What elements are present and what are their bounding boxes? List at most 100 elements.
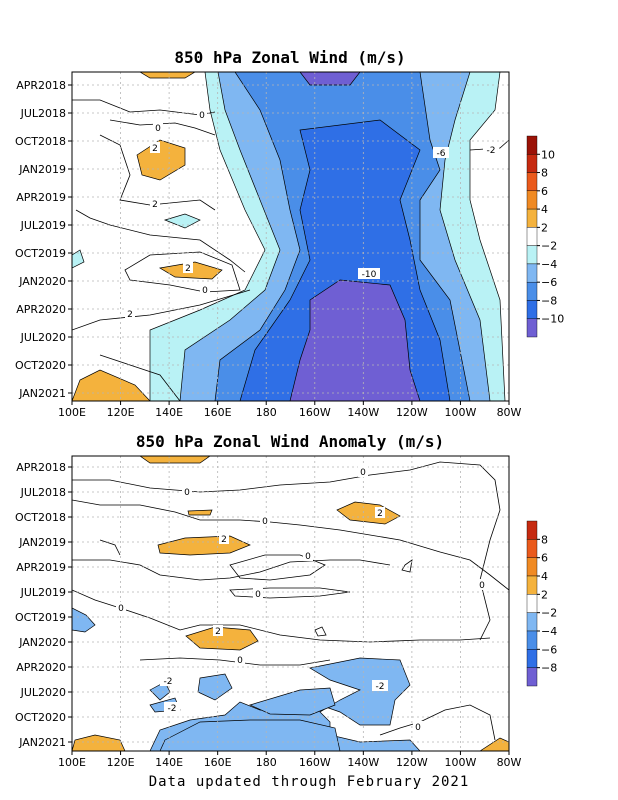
y-tick-label: APR2018 xyxy=(16,461,66,474)
contour-label-bg xyxy=(372,680,388,691)
colorbar-swatch xyxy=(526,208,538,228)
contour-label-bg xyxy=(213,625,223,636)
contour-label-bg xyxy=(125,308,135,319)
colorbar-swatch xyxy=(526,245,538,265)
field-1 xyxy=(72,72,509,401)
y-tick-label: JAN2021 xyxy=(18,387,66,400)
contour-1-b xyxy=(99,119,216,211)
x-tick-label: 160E xyxy=(204,756,232,769)
contour-label: 0 xyxy=(237,656,243,666)
colorbar-swatch xyxy=(526,520,538,540)
region-2-blue-c xyxy=(197,673,233,701)
colorbar-label: −6 xyxy=(541,276,557,289)
y-tick-label: OCT2020 xyxy=(15,711,66,724)
y-tick-label: APR2019 xyxy=(16,191,66,204)
colorbar-swatch xyxy=(526,630,538,650)
contour-2-e xyxy=(229,587,351,599)
x-tick-label: 160E xyxy=(204,406,232,419)
colorbar-label: −10 xyxy=(541,313,564,326)
y-axis-2: APR2018 JUL2018 OCT2018 JAN2019 APR2019 JUL20… xyxy=(15,461,72,749)
contour-label-bg xyxy=(375,507,385,518)
x-tick-label: 120W xyxy=(396,406,428,419)
colorbar-label: 2 xyxy=(541,221,548,234)
colorbar-swatch xyxy=(526,227,538,246)
y-tick-label: APR2020 xyxy=(16,303,66,316)
y-tick-label: JUL2020 xyxy=(20,686,66,699)
x-axis-1: 100E 120E 140E 160E 180 160W 140W 120W 100W 80W xyxy=(58,401,522,419)
x-tick-label: 180 xyxy=(256,406,277,419)
colorbar-swatch xyxy=(526,575,538,595)
region-2-blue-e xyxy=(249,687,336,716)
x-tick-label: 100W xyxy=(445,756,477,769)
contour-label: -6 xyxy=(437,149,446,159)
contour-label-bg xyxy=(153,122,163,133)
y-tick-label: JAN2021 xyxy=(18,736,66,749)
colorbar-label: 6 xyxy=(541,185,548,198)
contour-labels-1: 2 0 2 0 2 0 2 -6 -10 -2 xyxy=(125,109,499,320)
colorbar-swatch xyxy=(526,172,538,192)
contour-label: 0 xyxy=(360,468,366,478)
contour-2-h xyxy=(379,704,496,741)
colorbar-label: 2 xyxy=(541,588,548,601)
colorbar-label: −8 xyxy=(541,662,557,675)
y-tick-label: APR2019 xyxy=(16,561,66,574)
grid-2 xyxy=(72,456,509,751)
contour-label-bg xyxy=(150,142,160,153)
contour-label: 2 xyxy=(152,144,158,154)
contour-2-d xyxy=(229,554,326,581)
colorbar-swatch xyxy=(526,300,538,319)
contour-label-bg xyxy=(235,654,245,665)
x-tick-label: 160W xyxy=(299,406,331,419)
contour-2-c xyxy=(72,559,391,581)
contour-label: 2 xyxy=(377,509,383,519)
contour-label-bg xyxy=(116,602,126,613)
y-tick-label: JUL2018 xyxy=(20,107,66,120)
colorbar-swatch xyxy=(526,667,538,687)
contour-label: 2 xyxy=(127,310,133,320)
contour-label: 0 xyxy=(202,286,208,296)
contour-label: 0 xyxy=(118,604,124,614)
colorbar-swatch xyxy=(526,612,538,632)
contour-label-bg xyxy=(150,198,160,209)
contour-label: 0 xyxy=(305,552,311,562)
chart-title: 850 hPa Zonal Wind Anomaly (m/s) xyxy=(136,432,444,451)
x-tick-label: 100E xyxy=(58,406,86,419)
panel-zonal-wind-anomaly: 850 hPa Zonal Wind Anomaly (m/s) xyxy=(15,432,557,769)
colorbar-swatch xyxy=(526,649,538,668)
contour-label: -2 xyxy=(376,682,385,692)
colorbar-swatch xyxy=(526,190,538,210)
colorbar-swatch xyxy=(526,263,538,283)
contour-label: -2 xyxy=(164,677,173,687)
colorbar-swatch xyxy=(526,318,538,338)
region-1-cyan-c xyxy=(72,249,85,269)
contour-label-bg xyxy=(183,262,193,273)
contour-1-c xyxy=(75,209,246,273)
colorbar-label: −4 xyxy=(541,258,557,271)
contour-label: 0 xyxy=(262,517,268,527)
y-tick-label: OCT2019 xyxy=(15,611,66,624)
contour-label-bg xyxy=(483,144,499,155)
colorbar-label: 4 xyxy=(541,203,548,216)
colorbar-label: −4 xyxy=(541,625,557,638)
x-tick-label: 120E xyxy=(107,406,135,419)
panel-zonal-wind: 850 hPa Zonal Wind (m/s) xyxy=(15,48,564,419)
colorbar-label: −8 xyxy=(541,294,557,307)
contour-1-f xyxy=(99,354,181,401)
contour-label-bg xyxy=(260,515,270,526)
y-tick-label: OCT2018 xyxy=(15,511,66,524)
x-tick-label: 80W xyxy=(497,406,522,419)
x-tick-label: 80W xyxy=(497,756,522,769)
colorbar-swatch xyxy=(526,281,538,301)
y-tick-label: APR2018 xyxy=(16,79,66,92)
contour-label: -10 xyxy=(362,270,377,280)
y-tick-label: JAN2019 xyxy=(18,163,66,176)
region-1-violet xyxy=(289,72,421,401)
y-tick-label: APR2020 xyxy=(16,661,66,674)
contour-label: 2 xyxy=(221,535,227,545)
region-1-orange-b xyxy=(136,139,186,181)
colorbar-label: −6 xyxy=(541,643,557,656)
contour-label: 0 xyxy=(199,111,205,121)
contour-label-bg xyxy=(358,268,380,279)
contour-label-bg xyxy=(413,721,423,732)
